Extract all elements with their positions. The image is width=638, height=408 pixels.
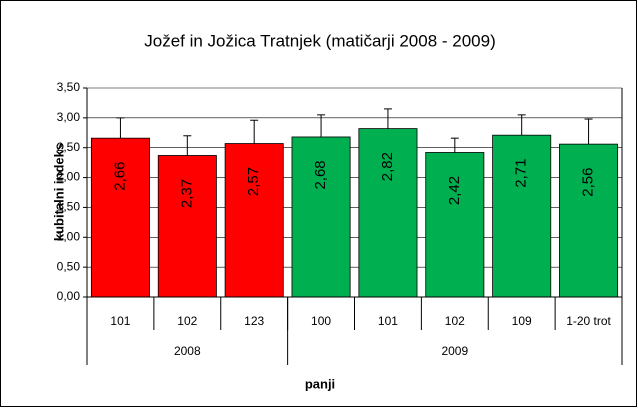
- data-label: 2,66: [111, 162, 128, 191]
- data-label: 2,57: [245, 167, 262, 196]
- x-tick-label: 102: [177, 314, 197, 328]
- data-label: 2,42: [446, 176, 463, 205]
- data-label: 2,37: [178, 179, 195, 208]
- bar: [559, 143, 619, 298]
- x-tick-label: 1-20 trot: [566, 314, 611, 328]
- data-label: 2,71: [513, 159, 530, 188]
- y-tick-label: 2,50: [57, 140, 81, 154]
- x-tick-label: 102: [445, 314, 465, 328]
- x-tick-label: 100: [311, 314, 331, 328]
- x-tick-label: 101: [378, 314, 398, 328]
- y-tick-label: 3,50: [57, 80, 81, 94]
- bar: [425, 152, 485, 298]
- y-tick-label: 0,00: [57, 289, 81, 303]
- data-label: 2,68: [312, 160, 329, 189]
- x-axis-label: panji: [305, 376, 335, 391]
- chart-title: Jožef in Jožica Tratnjek (matičarji 2008…: [144, 31, 496, 50]
- y-tick-label: 3,00: [57, 110, 81, 124]
- group-label: 2009: [441, 344, 468, 358]
- bar: [291, 136, 351, 298]
- x-tick-label: 109: [512, 314, 532, 328]
- x-tick-label: 123: [244, 314, 264, 328]
- y-tick-label: 1,00: [57, 229, 81, 243]
- bar: [358, 128, 418, 298]
- bar: [224, 143, 284, 298]
- data-label: 2,82: [379, 152, 396, 181]
- y-tick-label: 0,50: [57, 259, 81, 273]
- x-tick-label: 101: [110, 314, 130, 328]
- data-label: 2,56: [580, 168, 597, 197]
- y-tick-label: 1,50: [57, 200, 81, 214]
- y-tick-label: 2,00: [57, 170, 81, 184]
- y-axis-label: kubitalni indeks: [51, 143, 66, 241]
- bar: [492, 134, 552, 298]
- bar: [157, 155, 217, 298]
- group-label: 2008: [174, 344, 201, 358]
- bar: [90, 137, 150, 298]
